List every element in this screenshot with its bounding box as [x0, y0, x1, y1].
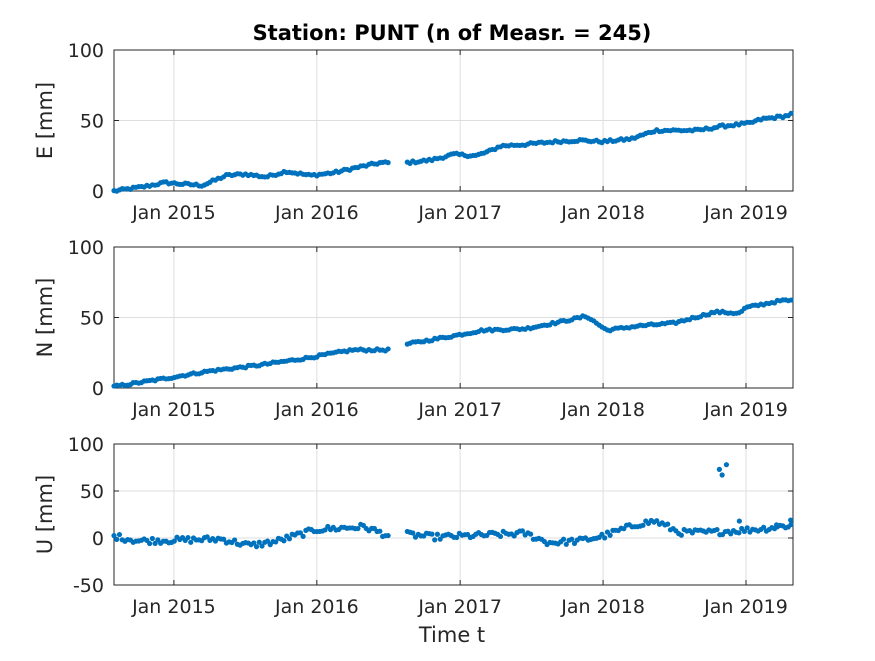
data-point	[599, 531, 605, 537]
data-point	[497, 533, 504, 540]
data-point	[273, 539, 279, 545]
data-point	[714, 526, 720, 533]
x-tick-label: Jan 2017	[417, 399, 502, 421]
data-point	[377, 528, 383, 534]
data-point	[454, 534, 460, 541]
x-tick-label: Jan 2015	[131, 596, 216, 618]
subplot-N: Jan 2015 Jan 2016 Jan 2017 Jan 2018 Jan 2019…	[33, 237, 794, 421]
data-point	[432, 537, 438, 543]
data-point	[253, 544, 260, 550]
y-tick-label: 0	[92, 528, 104, 550]
x-tick-label: Jan 2019	[703, 596, 788, 618]
data-point	[788, 521, 794, 528]
data-point	[434, 531, 441, 537]
y-axis-label: U [mm]	[33, 475, 57, 554]
x-tick-label: Jan 2018	[560, 596, 645, 618]
data-point	[264, 538, 271, 544]
data-point	[188, 539, 194, 545]
data-point	[147, 540, 153, 547]
data-point-outlier	[716, 466, 722, 472]
data-point	[385, 346, 391, 352]
data-point	[185, 534, 191, 541]
data-point	[232, 537, 238, 543]
data-point	[251, 540, 257, 546]
data-point	[114, 536, 120, 543]
data-point	[741, 528, 748, 535]
y-axis-label: E [mm]	[33, 82, 57, 159]
x-tick-label: Jan 2018	[560, 202, 645, 224]
x-tick-label: Jan 2016	[274, 596, 359, 618]
y-tick-label: 100	[68, 237, 104, 259]
data-point	[355, 525, 361, 532]
data-point	[149, 535, 155, 542]
data-point	[744, 525, 750, 531]
data-point	[385, 160, 391, 166]
data-point	[204, 534, 210, 540]
data-point	[678, 532, 685, 538]
y-tick-label: 50	[80, 308, 104, 330]
data-point	[788, 297, 794, 303]
x-tick-label: Jan 2019	[703, 202, 788, 224]
y-tick-label: 100	[68, 434, 104, 456]
x-tick-label: Jan 2016	[274, 399, 359, 421]
data-point	[761, 524, 767, 530]
data-point-outlier	[723, 462, 730, 468]
data-point	[788, 110, 794, 116]
x-tick-label: Jan 2016	[274, 202, 359, 224]
data-point	[256, 539, 262, 545]
x-tick-label: Jan 2017	[417, 202, 502, 224]
data-point	[259, 543, 265, 549]
y-tick-label: 50	[80, 111, 104, 133]
y-tick-label: 50	[80, 481, 104, 503]
data-point	[221, 536, 227, 542]
data-point-outlier	[773, 522, 780, 528]
x-tick-label: Jan 2018	[560, 399, 645, 421]
axes-box	[113, 443, 794, 586]
y-axis-label: N [mm]	[33, 278, 57, 358]
data-point	[300, 533, 306, 539]
data-point	[607, 532, 613, 538]
data-point-outlier	[788, 517, 794, 523]
subplot-U: Jan 2015 Jan 2016 Jan 2017 Jan 2018 Jan 2019…	[33, 434, 794, 618]
data-point-outlier	[736, 518, 742, 524]
y-tick-label: 0	[92, 181, 104, 203]
data-point-outlier	[719, 472, 725, 478]
data-point	[281, 538, 287, 544]
data-point	[116, 531, 123, 538]
subplots-group: Jan 2015 Jan 2016 Jan 2017 Jan 2018 Jan 2019…	[33, 40, 794, 618]
y-tick-label: 100	[68, 40, 104, 62]
x-axis-label: Time t	[418, 623, 485, 647]
data-point	[563, 541, 569, 547]
data-point	[640, 522, 646, 528]
y-tick-label: -50	[73, 575, 104, 597]
data-point	[429, 531, 435, 537]
data-point	[665, 521, 671, 527]
y-tick-label: 0	[92, 378, 104, 400]
data-point	[171, 538, 177, 544]
data-point	[385, 532, 391, 539]
x-tick-label: Jan 2019	[703, 399, 788, 421]
data-point	[297, 530, 303, 536]
x-tick-label: Jan 2015	[131, 202, 216, 224]
data-point	[602, 535, 608, 541]
data-point	[286, 536, 293, 542]
data-point	[736, 530, 742, 536]
data-point	[410, 530, 416, 536]
x-tick-label: Jan 2017	[417, 596, 502, 618]
subplot-E: Jan 2015 Jan 2016 Jan 2017 Jan 2018 Jan 2019…	[33, 40, 794, 224]
data-point	[528, 531, 534, 537]
chart-title: Station: PUNT (n of Measr. = 245)	[253, 21, 652, 45]
data-point	[560, 536, 567, 542]
data-point	[519, 528, 526, 534]
data-point	[569, 536, 575, 542]
data-point	[111, 533, 117, 539]
x-tick-label: Jan 2015	[131, 399, 216, 421]
data-point	[152, 540, 158, 546]
data-point	[654, 518, 660, 524]
data-point	[621, 526, 627, 532]
